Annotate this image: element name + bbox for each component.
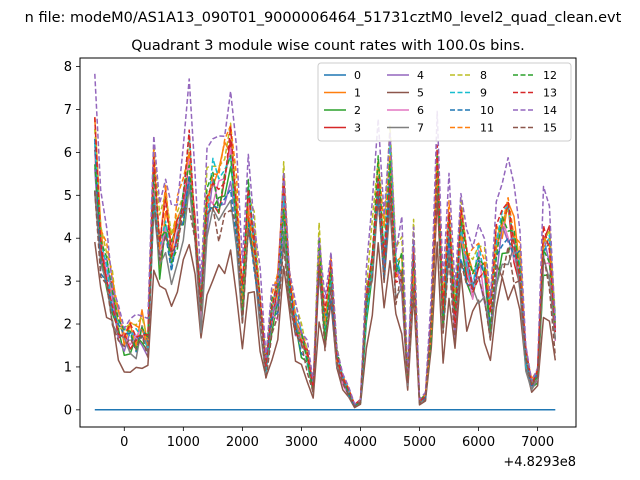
series-line-8 <box>94 122 557 406</box>
legend-label-2: 2 <box>354 104 361 117</box>
legend-label-4: 4 <box>417 69 424 82</box>
x-tick-label: 2000 <box>226 435 259 450</box>
series-line-11 <box>94 117 557 406</box>
legend-label-9: 9 <box>480 87 487 100</box>
legend-label-6: 6 <box>417 104 424 117</box>
series-line-14 <box>94 73 557 405</box>
y-tick-label: 2 <box>64 318 72 333</box>
legend-label-12: 12 <box>543 69 557 82</box>
y-tick-label: 5 <box>64 189 72 204</box>
legend-label-14: 14 <box>543 104 557 117</box>
legend-frame <box>317 62 572 142</box>
x-tick-label: 1000 <box>167 435 200 450</box>
legend-label-5: 5 <box>417 87 424 100</box>
x-tick-label: 7000 <box>521 435 554 450</box>
x-tick-label: 6000 <box>462 435 495 450</box>
y-tick-label: 7 <box>64 103 72 118</box>
legend-label-3: 3 <box>354 122 361 135</box>
x-tick-label: 5000 <box>403 435 436 450</box>
figure-suptitle: n file: modeM0/AS1A13_090T01_9000006464_… <box>25 10 622 26</box>
y-tick-label: 3 <box>64 275 72 290</box>
legend-label-7: 7 <box>417 122 424 135</box>
x-axis-offset-label: +4.8293e8 <box>503 455 576 470</box>
legend-label-11: 11 <box>480 122 494 135</box>
legend-label-15: 15 <box>543 122 557 135</box>
legend-label-8: 8 <box>480 69 487 82</box>
series-layer <box>94 73 557 411</box>
legend-label-1: 1 <box>354 87 361 100</box>
chart-title: Quadrant 3 module wise count rates with … <box>131 38 525 54</box>
series-line-1 <box>94 117 557 406</box>
y-tick-label: 8 <box>64 60 72 75</box>
y-tick-label: 0 <box>64 403 72 418</box>
axes-frame <box>79 57 577 428</box>
legend-label-13: 13 <box>543 87 557 100</box>
y-tick-label: 4 <box>64 232 72 247</box>
legend-label-10: 10 <box>480 104 494 117</box>
y-axis-ticks: 0 1 2 3 4 5 6 7 8 <box>64 60 80 418</box>
x-tick-label: 0 <box>120 435 128 450</box>
series-line-13 <box>94 117 557 406</box>
legend-label-0: 0 <box>354 69 361 82</box>
x-tick-label: 4000 <box>344 435 377 450</box>
x-axis-ticks: 0 1000 2000 3000 4000 5000 6000 7000 <box>120 427 554 450</box>
y-tick-label: 6 <box>64 146 72 161</box>
series-line-15 <box>94 190 557 408</box>
series-line-10 <box>94 138 557 408</box>
y-tick-label: 1 <box>64 360 72 375</box>
x-tick-label: 3000 <box>285 435 318 450</box>
